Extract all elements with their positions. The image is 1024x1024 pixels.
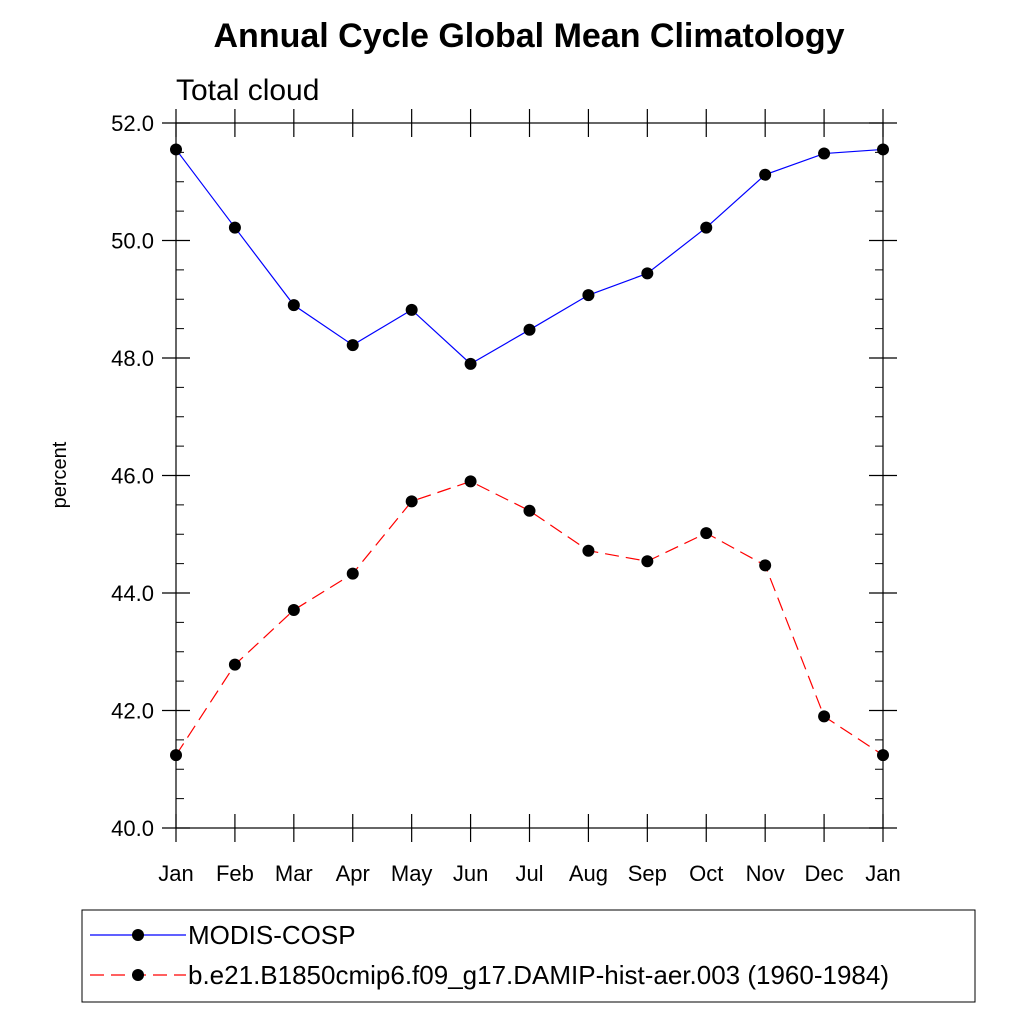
- plot-frame: [175, 122, 884, 829]
- legend-item-1: MODIS-COSP: [90, 920, 356, 950]
- data-point: [228, 658, 241, 671]
- data-point: [464, 475, 477, 488]
- x-tick-labels: Jan Feb Mar Apr May Jun Jul Aug Sep Oct Nov Dec Jan: [158, 861, 900, 886]
- x-tick-label: Oct: [689, 861, 723, 886]
- data-point: [759, 559, 772, 572]
- x-tick-label: Nov: [746, 861, 785, 886]
- x-tick-label: Aug: [569, 861, 608, 886]
- data-point: [641, 555, 654, 568]
- chart-title: Annual Cycle Global Mean Climatology: [214, 17, 845, 55]
- legend-marker: [132, 969, 144, 981]
- data-point: [582, 544, 595, 557]
- data-point: [405, 303, 418, 316]
- y-tick-label: 52.0: [111, 111, 154, 136]
- data-point: [582, 289, 595, 302]
- data-point: [346, 339, 359, 352]
- data-point: [287, 299, 300, 312]
- y-tick-label: 44.0: [111, 581, 154, 606]
- legend-label: MODIS-COSP: [188, 920, 356, 950]
- x-tick-label: Feb: [216, 861, 254, 886]
- series-1: [170, 143, 889, 370]
- x-tick-label: Dec: [805, 861, 844, 886]
- data-point: [641, 267, 654, 280]
- y-tick-label: 42.0: [111, 699, 154, 724]
- data-point: [818, 147, 831, 160]
- axis-ticks: [162, 109, 897, 842]
- x-tick-label: Apr: [336, 861, 370, 886]
- data-point: [346, 567, 359, 580]
- x-tick-label: Jan: [865, 861, 900, 886]
- series-2: [170, 475, 889, 762]
- y-tick-label: 48.0: [111, 346, 154, 371]
- data-point: [228, 221, 241, 234]
- data-point: [759, 168, 772, 181]
- data-point: [700, 221, 713, 234]
- data-point: [700, 527, 713, 540]
- y-tick-label: 46.0: [111, 464, 154, 489]
- legend-label: b.e21.B1850cmip6.f09_g17.DAMIP-hist-aer.…: [188, 960, 889, 990]
- legend-item-2: b.e21.B1850cmip6.f09_g17.DAMIP-hist-aer.…: [90, 960, 889, 990]
- legend-box: [81, 909, 976, 1003]
- x-tick-label: Jul: [515, 861, 543, 886]
- data-point: [405, 495, 418, 508]
- y-tick-label: 40.0: [111, 816, 154, 841]
- x-tick-label: May: [391, 861, 433, 886]
- x-tick-label: Mar: [275, 861, 313, 886]
- data-point: [877, 749, 889, 762]
- series-line: [175, 480, 884, 756]
- series-layer: [170, 143, 889, 762]
- y-axis-label: percent: [49, 441, 71, 508]
- data-point: [170, 143, 182, 156]
- y-tick-labels: 40.0 42.0 44.0 46.0 48.0 50.0 52.0: [111, 111, 154, 841]
- y-tick-label: 50.0: [111, 229, 154, 254]
- data-point: [287, 604, 300, 617]
- data-point: [464, 357, 477, 370]
- data-point: [523, 504, 536, 517]
- data-point: [170, 749, 182, 762]
- x-tick-label: Sep: [628, 861, 667, 886]
- data-point: [523, 323, 536, 336]
- data-point: [818, 710, 831, 723]
- chart-subtitle: Total cloud: [176, 74, 319, 107]
- x-tick-label: Jun: [453, 861, 488, 886]
- data-point: [877, 143, 889, 156]
- legend: MODIS-COSP b.e21.B1850cmip6.f09_g17.DAMIP…: [90, 920, 889, 990]
- legend-marker: [132, 929, 144, 941]
- x-tick-label: Jan: [158, 861, 193, 886]
